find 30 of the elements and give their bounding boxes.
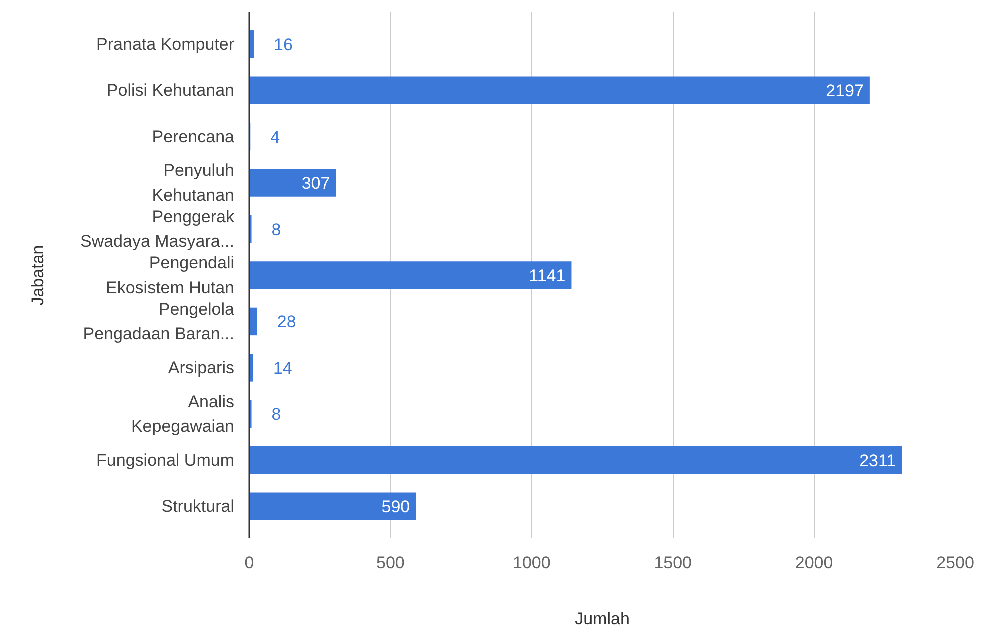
data-label: 590 bbox=[382, 498, 410, 517]
data-label: 14 bbox=[273, 358, 292, 378]
y-tick-label: Perencana bbox=[152, 127, 236, 146]
data-label: 1141 bbox=[529, 266, 566, 286]
x-tick-label: 1000 bbox=[512, 554, 551, 572]
y-tick-label: Struktural bbox=[162, 497, 234, 516]
x-tick-label: 2500 bbox=[936, 554, 974, 572]
data-label: 307 bbox=[302, 174, 330, 194]
data-label: 8 bbox=[272, 220, 282, 240]
data-label: 28 bbox=[277, 312, 296, 332]
y-axis-title: Jabatan bbox=[28, 245, 48, 306]
x-tick-label: 0 bbox=[244, 554, 254, 572]
data-label: 4 bbox=[270, 128, 280, 147]
data-label: 8 bbox=[272, 405, 282, 424]
y-tick-label: Polisi Kehutanan bbox=[106, 81, 234, 100]
y-tick-label: Pengelola Pengadaan Baran... bbox=[83, 300, 236, 344]
y-tick-label: Pranata Komputer bbox=[96, 34, 235, 54]
data-label: 16 bbox=[274, 35, 293, 54]
data-label: 2311 bbox=[860, 451, 896, 470]
y-tick-label: Fungsional Umum bbox=[96, 450, 235, 470]
x-tick-label: 500 bbox=[376, 554, 405, 572]
x-axis-title: Jumlah bbox=[575, 610, 630, 628]
data-label: 2197 bbox=[826, 82, 864, 101]
x-tick-label: 2000 bbox=[795, 554, 834, 572]
y-tick-label: Pengendali Ekosistem Hutan bbox=[106, 254, 235, 298]
y-tick-label: Arsiparis bbox=[168, 358, 234, 378]
y-tick-label: Analis Kepegawaian bbox=[131, 392, 235, 436]
y-tick-label: Penggerak Swadaya Masyara... bbox=[80, 207, 235, 252]
y-tick-label: Penyuluh Kehutanan bbox=[152, 161, 235, 205]
x-tick-label: 1500 bbox=[654, 554, 692, 572]
